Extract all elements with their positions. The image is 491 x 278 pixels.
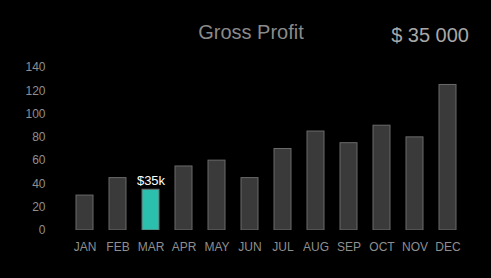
svg-text:MAY: MAY [204,240,229,254]
svg-text:100: 100 [25,107,45,121]
svg-text:SEP: SEP [337,240,361,254]
svg-text:JAN: JAN [74,240,97,254]
svg-text:AUG: AUG [303,240,329,254]
svg-text:40: 40 [32,177,46,191]
svg-text:140: 140 [25,60,45,74]
svg-text:80: 80 [32,130,46,144]
html-text:Gross Profit: Gross Profit [198,21,304,43]
svg-text:120: 120 [25,84,45,98]
svg-text:60: 60 [32,153,46,167]
html-text:$ 35 000: $ 35 000 [391,24,469,46]
svg-text:20: 20 [32,200,46,214]
svg-text:0: 0 [39,223,46,237]
svg-text:DEC: DEC [435,240,461,254]
svg-text:FEB: FEB [106,240,129,254]
svg-text:JUL: JUL [272,240,294,254]
svg-text:NOV: NOV [402,240,428,254]
svg-text:APR: APR [172,240,197,254]
svg-text:$35k: $35k [137,173,166,188]
svg-text:MAR: MAR [138,240,165,254]
svg-text:JUN: JUN [238,240,261,254]
svg-text:OCT: OCT [369,240,395,254]
